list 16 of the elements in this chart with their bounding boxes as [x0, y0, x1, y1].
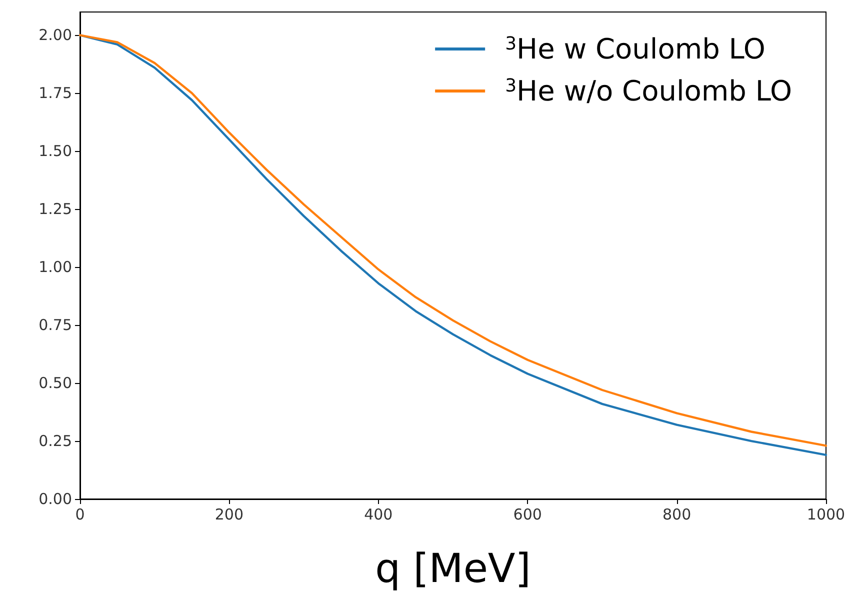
x-tick-label: 0 — [75, 506, 85, 524]
x-tick-label: 200 — [214, 506, 244, 524]
x-tick-label: 600 — [513, 506, 542, 524]
x-tick-label: 400 — [364, 506, 393, 524]
x-axis-title: q [MeV] — [375, 546, 531, 592]
y-tick-label: 1.25 — [38, 200, 72, 218]
y-tick-label: 0.25 — [38, 432, 72, 450]
x-tick-label: 1000 — [806, 506, 846, 524]
y-tick-label: 1.50 — [38, 142, 72, 160]
y-tick-label: 0.75 — [38, 316, 72, 334]
x-tick-label: 800 — [662, 506, 692, 524]
y-tick-label: 0.50 — [38, 374, 72, 392]
y-tick-label: 1.75 — [38, 84, 72, 102]
y-tick-label: 1.00 — [38, 258, 72, 276]
y-tick-label: 2.00 — [38, 26, 72, 44]
y-tick-label: 0.00 — [38, 490, 72, 508]
